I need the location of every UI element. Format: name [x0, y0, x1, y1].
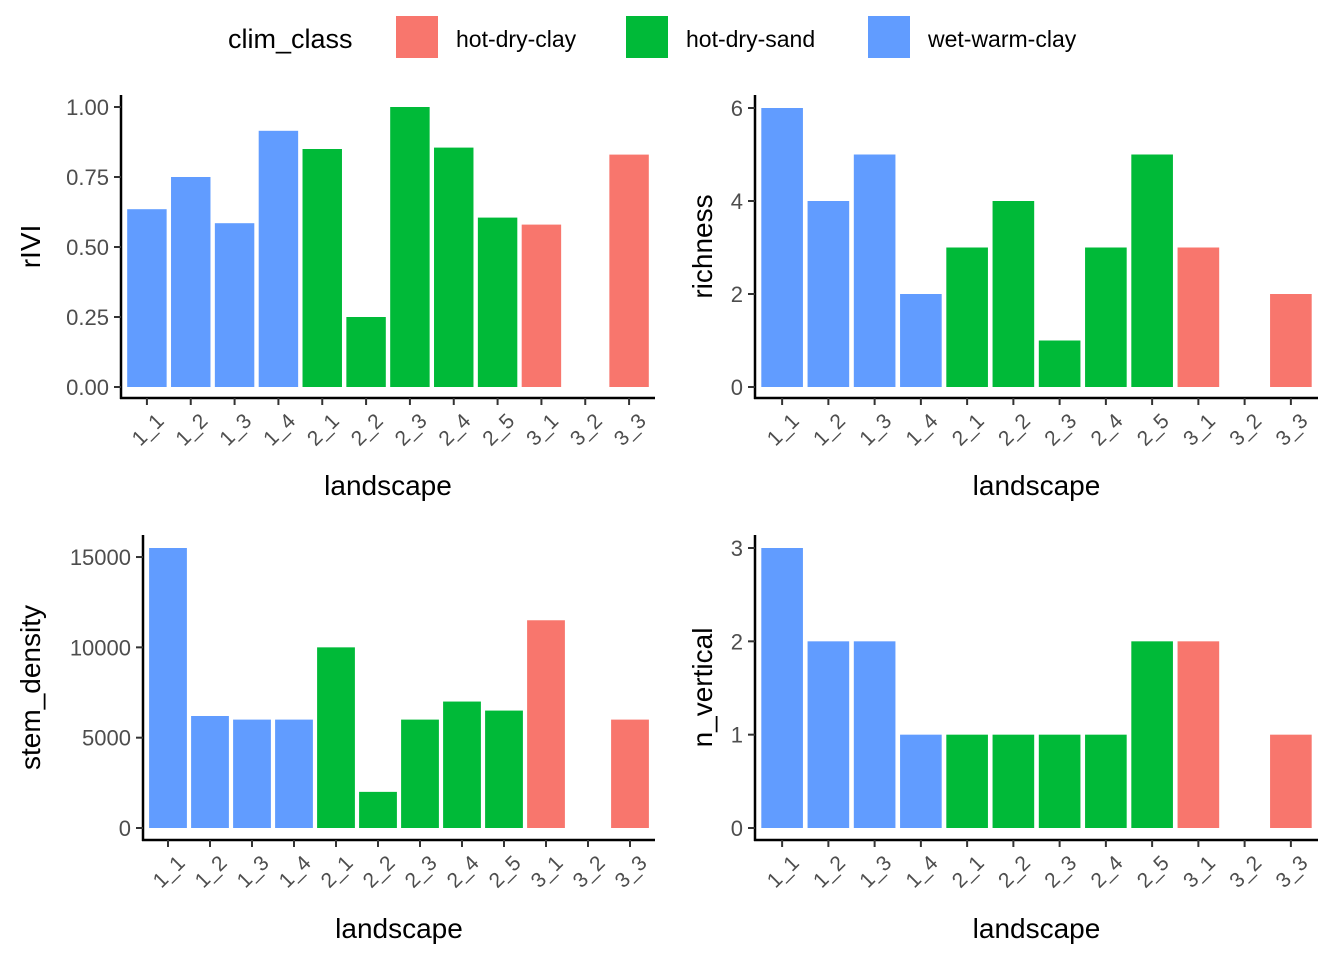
legend-label-hot-dry-clay: hot-dry-clay — [456, 26, 577, 52]
y-axis-title: richness — [687, 194, 718, 298]
y-tick-label: 4 — [731, 189, 743, 214]
bar-1_2 — [807, 201, 850, 387]
bar-2_2 — [992, 201, 1035, 387]
bar-2_5 — [1131, 641, 1173, 828]
x-tick-label: 1_2 — [809, 851, 850, 892]
y-tick-label: 0.25 — [66, 305, 109, 330]
y-tick-label: 1.00 — [66, 95, 109, 120]
bar-2_1 — [317, 647, 355, 828]
y-axis-title: n_vertical — [687, 628, 718, 748]
bar-2_2 — [992, 734, 1035, 828]
bar-1_3 — [233, 719, 271, 828]
bar-3_1 — [1177, 641, 1220, 828]
y-tick-label: 2 — [731, 629, 743, 654]
bar-2_1 — [946, 734, 988, 828]
x-tick-label: 3_2 — [1225, 851, 1266, 892]
bar-1_4 — [275, 719, 313, 828]
x-tick-label: 3_1 — [1179, 851, 1220, 892]
bar-1_4 — [900, 294, 942, 387]
bar-1_2 — [807, 641, 850, 828]
bar-1_2 — [171, 177, 211, 387]
x-axis-title: landscape — [324, 470, 452, 501]
y-tick-label: 0.75 — [66, 165, 109, 190]
x-axis-title: landscape — [973, 913, 1101, 944]
legend-key-wet-warm-clay — [868, 16, 910, 58]
bar-2_1 — [946, 247, 988, 387]
bar-2_2 — [346, 317, 386, 387]
x-axis-title: landscape — [973, 470, 1101, 501]
legend-label-hot-dry-sand: hot-dry-sand — [686, 26, 816, 52]
bar-2_3 — [401, 719, 439, 828]
bar-2_3 — [390, 107, 430, 387]
x-tick-label: 2_3 — [1040, 851, 1081, 892]
bar-2_4 — [1085, 734, 1127, 828]
x-tick-label: 2_5 — [1133, 851, 1174, 892]
y-tick-label: 0.00 — [66, 375, 109, 400]
x-tick-label: 2_2 — [994, 851, 1035, 892]
bar-2_3 — [1038, 340, 1081, 387]
x-tick-label: 2_1 — [948, 851, 989, 892]
y-tick-label: 3 — [731, 536, 743, 561]
y-tick-label: 10000 — [70, 635, 131, 660]
bar-3_3 — [611, 719, 649, 828]
bar-1_1 — [761, 548, 803, 828]
bar-3_1 — [527, 620, 565, 828]
bar-1_2 — [191, 716, 229, 828]
bar-2_4 — [1085, 247, 1127, 387]
bar-1_3 — [214, 223, 255, 387]
bar-1_4 — [900, 734, 942, 828]
bar-1_1 — [127, 209, 167, 387]
bar-3_3 — [1270, 734, 1312, 828]
bar-2_2 — [359, 791, 397, 828]
y-axis-title: stem_density — [15, 605, 46, 770]
bar-2_1 — [302, 149, 342, 387]
y-tick-label: 1 — [731, 723, 743, 748]
y-tick-label: 0.50 — [66, 235, 109, 260]
bar-2_5 — [1131, 154, 1173, 387]
bar-1_3 — [853, 641, 896, 828]
legend-label-wet-warm-clay: wet-warm-clay — [928, 26, 1077, 52]
bar-1_1 — [149, 548, 187, 828]
bar-2_5 — [485, 710, 523, 828]
x-axis-title: landscape — [335, 913, 463, 944]
bar-2_5 — [477, 217, 518, 387]
bar-2_4 — [434, 147, 474, 387]
legend: clim_class hot-dry-clay hot-dry-sand wet… — [0, 14, 1344, 64]
y-tick-label: 2 — [731, 282, 743, 307]
x-tick-label: 1_3 — [855, 851, 896, 892]
y-tick-label: 15000 — [70, 545, 131, 570]
x-tick-label: 2_4 — [1087, 851, 1128, 892]
x-tick-label: 3_3 — [1272, 851, 1313, 892]
y-axis-title: rIVI — [15, 225, 46, 269]
bar-3_1 — [521, 224, 562, 387]
bar-2_3 — [1038, 734, 1081, 828]
bar-1_1 — [761, 108, 803, 387]
bar-2_4 — [443, 701, 481, 828]
bar-1_4 — [258, 130, 299, 388]
y-tick-label: 0 — [731, 816, 743, 841]
bar-3_3 — [609, 154, 649, 387]
y-tick-label: 0 — [731, 375, 743, 400]
legend-title: clim_class — [228, 24, 353, 54]
x-tick-label: 1_1 — [763, 851, 804, 892]
x-tick-label: 1_4 — [902, 851, 943, 892]
bar-3_3 — [1270, 294, 1312, 387]
y-tick-label: 5000 — [82, 726, 131, 751]
bar-3_1 — [1177, 247, 1220, 387]
bar-1_3 — [853, 154, 896, 387]
y-tick-label: 6 — [731, 96, 743, 121]
y-tick-label: 0 — [119, 816, 131, 841]
legend-key-hot-dry-clay — [396, 16, 438, 58]
legend-key-hot-dry-sand — [626, 16, 668, 58]
